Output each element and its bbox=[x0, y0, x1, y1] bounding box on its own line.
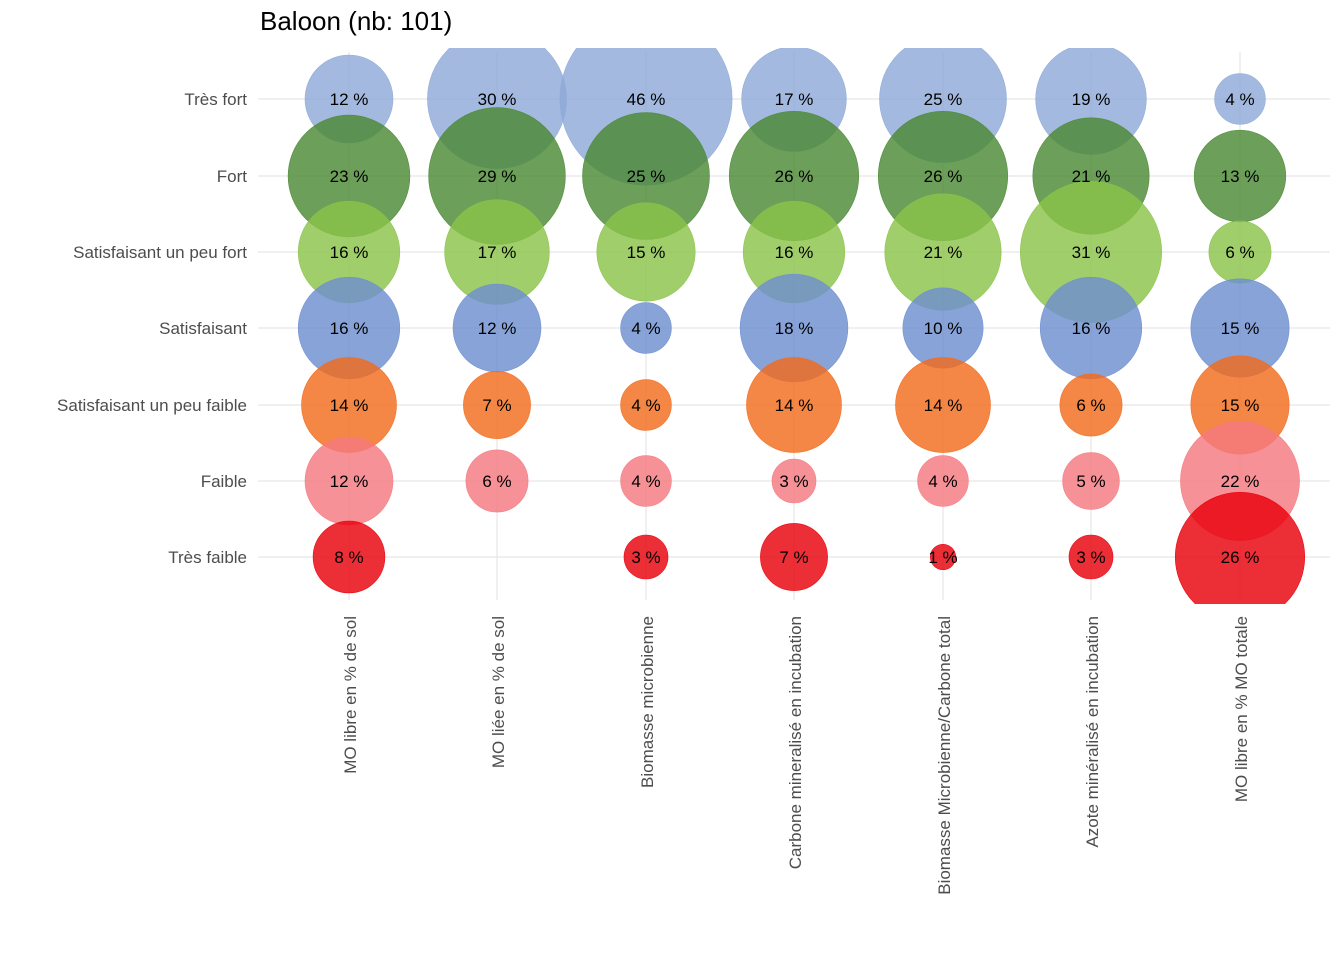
data-label: 22 % bbox=[1221, 472, 1260, 491]
column-labels: MO libre en % de sol MO liée en % de sol B… bbox=[341, 616, 1251, 895]
column-label: Azote minéralisé en incubation bbox=[1083, 616, 1102, 848]
data-label: 15 % bbox=[1221, 319, 1260, 338]
data-label: 8 % bbox=[334, 548, 363, 567]
bubble bbox=[463, 371, 531, 439]
data-label: 26 % bbox=[924, 167, 963, 186]
bubble bbox=[1174, 491, 1306, 604]
data-label: 16 % bbox=[330, 243, 369, 262]
bubble bbox=[746, 357, 842, 453]
row-label: Satisfaisant bbox=[159, 319, 247, 338]
data-label: 12 % bbox=[478, 319, 517, 338]
bubble bbox=[895, 357, 991, 453]
bubble bbox=[917, 455, 969, 507]
column-label: MO libre en % de sol bbox=[341, 616, 360, 774]
data-label: 18 % bbox=[775, 319, 814, 338]
data-label: 17 % bbox=[775, 90, 814, 109]
data-label: 4 % bbox=[631, 472, 660, 491]
data-label: 29 % bbox=[478, 167, 517, 186]
bubble bbox=[623, 534, 669, 580]
chart-title: Baloon (nb: 101) bbox=[260, 6, 453, 36]
data-label: 14 % bbox=[775, 396, 814, 415]
data-label: 19 % bbox=[1072, 90, 1111, 109]
bubble bbox=[771, 458, 817, 504]
row-label: Satisfaisant un peu faible bbox=[57, 396, 247, 415]
data-label: 14 % bbox=[330, 396, 369, 415]
data-label: 31 % bbox=[1072, 243, 1111, 262]
bubble bbox=[1062, 452, 1120, 510]
data-label: 25 % bbox=[627, 167, 666, 186]
column-label: Biomasse Microbienne/Carbone total bbox=[935, 616, 954, 895]
data-label: 3 % bbox=[779, 472, 808, 491]
data-label: 21 % bbox=[1072, 167, 1111, 186]
data-label: 6 % bbox=[1225, 243, 1254, 262]
data-label: 4 % bbox=[1225, 90, 1254, 109]
data-label: 16 % bbox=[1072, 319, 1111, 338]
bubble bbox=[1068, 534, 1114, 580]
data-label: 6 % bbox=[1076, 396, 1105, 415]
data-label: 3 % bbox=[1076, 548, 1105, 567]
bubble bbox=[312, 520, 386, 594]
bubble bbox=[620, 379, 672, 431]
data-label: 10 % bbox=[924, 319, 963, 338]
data-label: 7 % bbox=[482, 396, 511, 415]
data-label: 26 % bbox=[1221, 548, 1260, 567]
bubble bbox=[596, 202, 696, 302]
data-label: 25 % bbox=[924, 90, 963, 109]
data-label: 7 % bbox=[779, 548, 808, 567]
data-label: 26 % bbox=[775, 167, 814, 186]
bubble bbox=[620, 302, 672, 354]
bubble bbox=[465, 449, 529, 513]
bubble bbox=[760, 523, 828, 591]
data-label: 17 % bbox=[478, 243, 517, 262]
data-label: 12 % bbox=[330, 90, 369, 109]
row-label: Très fort bbox=[184, 90, 247, 109]
data-label: 12 % bbox=[330, 472, 369, 491]
row-label: Satisfaisant un peu fort bbox=[73, 243, 247, 262]
column-label: MO libre en % MO totale bbox=[1232, 616, 1251, 802]
data-label: 23 % bbox=[330, 167, 369, 186]
column-label: Carbone mineralisé en incubation bbox=[786, 616, 805, 869]
data-label: 3 % bbox=[631, 548, 660, 567]
row-label: Faible bbox=[201, 472, 247, 491]
data-label: 21 % bbox=[924, 243, 963, 262]
data-label: 46 % bbox=[627, 90, 666, 109]
data-label: 4 % bbox=[928, 472, 957, 491]
data-label: 30 % bbox=[478, 90, 517, 109]
column-label: MO liée en % de sol bbox=[489, 616, 508, 768]
data-label: 16 % bbox=[330, 319, 369, 338]
bubble bbox=[929, 543, 956, 570]
row-label: Fort bbox=[217, 167, 248, 186]
data-label: 13 % bbox=[1221, 167, 1260, 186]
data-label: 15 % bbox=[1221, 396, 1260, 415]
column-label: Biomasse microbienne bbox=[638, 616, 657, 788]
bubble bbox=[1214, 73, 1266, 125]
data-label: 15 % bbox=[627, 243, 666, 262]
data-label: 16 % bbox=[775, 243, 814, 262]
value-labels: 12 % 30 % 46 % 17 % 25 % 19 % 4 % 23 % 29 % 25 % 2… bbox=[330, 90, 1260, 567]
data-label: 5 % bbox=[1076, 472, 1105, 491]
row-labels: Très fort Fort Satisfaisant un peu fort Sat… bbox=[57, 90, 247, 567]
data-label: 4 % bbox=[631, 396, 660, 415]
data-label: 4 % bbox=[631, 319, 660, 338]
data-label: 1 % bbox=[928, 548, 957, 567]
bubble bbox=[620, 455, 672, 507]
data-label: 14 % bbox=[924, 396, 963, 415]
bubbles bbox=[287, 48, 1306, 604]
bubble bbox=[1059, 373, 1123, 437]
row-label: Très faible bbox=[168, 548, 247, 567]
data-label: 6 % bbox=[482, 472, 511, 491]
